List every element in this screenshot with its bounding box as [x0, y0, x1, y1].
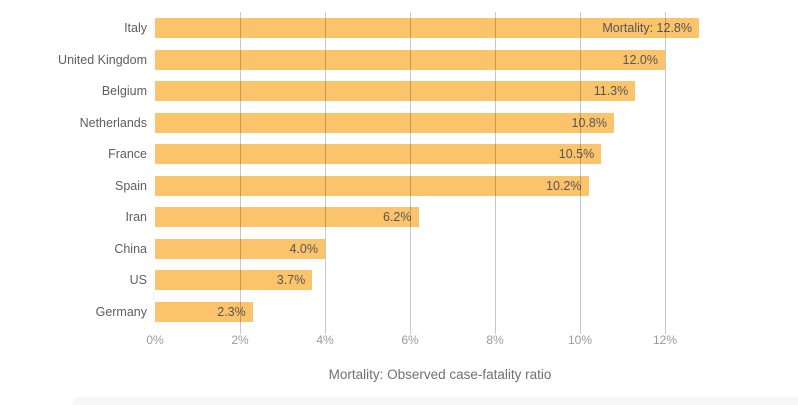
bar-value-label: 11.3%	[593, 84, 629, 98]
gridline	[410, 12, 411, 334]
bar[interactable]: 10.2%	[155, 175, 589, 196]
category-label: Italy	[124, 21, 147, 35]
category-label: United Kingdom	[58, 52, 147, 67]
bar-value-label: 2.3%	[217, 304, 246, 319]
x-tick-label: 0%	[146, 333, 164, 347]
bar[interactable]: 10.8%	[155, 112, 614, 133]
bar[interactable]: 11.3%	[155, 81, 636, 101]
x-tick-label: 12%	[652, 333, 678, 347]
bar-value-label: 10.2%	[546, 178, 582, 193]
bar[interactable]: Mortality: 12.8%	[155, 18, 699, 38]
x-tick-label: 8%	[486, 333, 504, 347]
bar[interactable]: 12.0%	[155, 49, 665, 70]
category-label: Netherlands	[79, 115, 147, 130]
gridline	[325, 12, 326, 334]
bar[interactable]: 3.7%	[155, 270, 313, 290]
x-axis-title: Mortality: Observed case-fatality ratio	[328, 367, 552, 382]
bar-value-label: 3.7%	[276, 273, 306, 287]
bar[interactable]: 6.2%	[155, 207, 419, 227]
x-tick-label: 2%	[231, 333, 249, 347]
category-label: Germany	[95, 304, 147, 319]
category-label: Belgium	[101, 84, 147, 98]
bar-value-label: 6.2%	[383, 210, 412, 224]
bottom-panel-edge	[72, 397, 798, 405]
x-tick-label: 4%	[316, 333, 334, 347]
bar[interactable]: 4.0%	[155, 238, 325, 259]
category-label: China	[114, 241, 147, 256]
bar-value-label: 4.0%	[289, 241, 319, 256]
gridline	[495, 12, 496, 334]
bar[interactable]: 10.5%	[155, 144, 602, 164]
category-label: France	[108, 147, 147, 161]
bar-value-label: 12.0%	[622, 52, 658, 67]
gridline	[240, 12, 241, 334]
category-label: Iran	[125, 210, 147, 224]
x-tick-label: 10%	[567, 333, 593, 347]
gridline	[580, 12, 581, 334]
category-label: Spain	[115, 178, 147, 193]
bar[interactable]: 2.3%	[155, 301, 253, 322]
category-label: US	[129, 273, 147, 287]
x-tick-label: 6%	[401, 333, 419, 347]
bar-value-label: 10.8%	[571, 115, 607, 130]
bar-value-label: Mortality: 12.8%	[602, 21, 692, 35]
bar-value-label: 10.5%	[558, 147, 595, 161]
gridline	[665, 12, 666, 334]
